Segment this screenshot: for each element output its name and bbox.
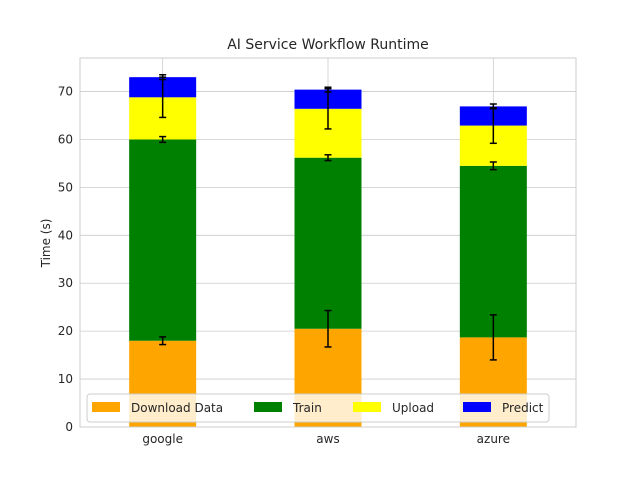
legend: Download Data Train Upload Predict bbox=[86, 393, 550, 423]
legend-label: Train bbox=[292, 401, 322, 415]
legend-swatch bbox=[92, 402, 120, 412]
x-tick-label: google bbox=[142, 432, 183, 446]
legend-swatch bbox=[353, 402, 381, 412]
legend-label: Download Data bbox=[131, 401, 223, 415]
y-tick-label: 0 bbox=[65, 420, 73, 434]
plot-area: 0 10 20 30 40 50 60 70 google aws azure bbox=[58, 57, 577, 446]
legend-label: Predict bbox=[502, 401, 544, 415]
x-tick-label: aws bbox=[316, 432, 339, 446]
chart-title: AI Service Workflow Runtime bbox=[227, 37, 429, 53]
plot-frame bbox=[79, 57, 577, 428]
bar-segment bbox=[129, 139, 197, 341]
bar-segment bbox=[459, 165, 527, 338]
y-tick-label: 70 bbox=[58, 85, 73, 99]
y-tick-label: 50 bbox=[58, 180, 73, 194]
y-tick-label: 20 bbox=[58, 324, 73, 338]
y-tick-label: 10 bbox=[58, 372, 73, 386]
y-tick-label: 40 bbox=[58, 228, 73, 242]
x-tick-label: azure bbox=[477, 432, 510, 446]
bar-segment bbox=[294, 157, 362, 329]
legend-swatch bbox=[254, 402, 282, 412]
legend-label: Upload bbox=[392, 401, 434, 415]
legend-swatch bbox=[463, 402, 491, 412]
y-tick-label: 30 bbox=[58, 276, 73, 290]
y-axis-label: Time (s) bbox=[39, 219, 53, 269]
legend-box bbox=[86, 393, 550, 423]
y-tick-label: 60 bbox=[58, 132, 73, 146]
